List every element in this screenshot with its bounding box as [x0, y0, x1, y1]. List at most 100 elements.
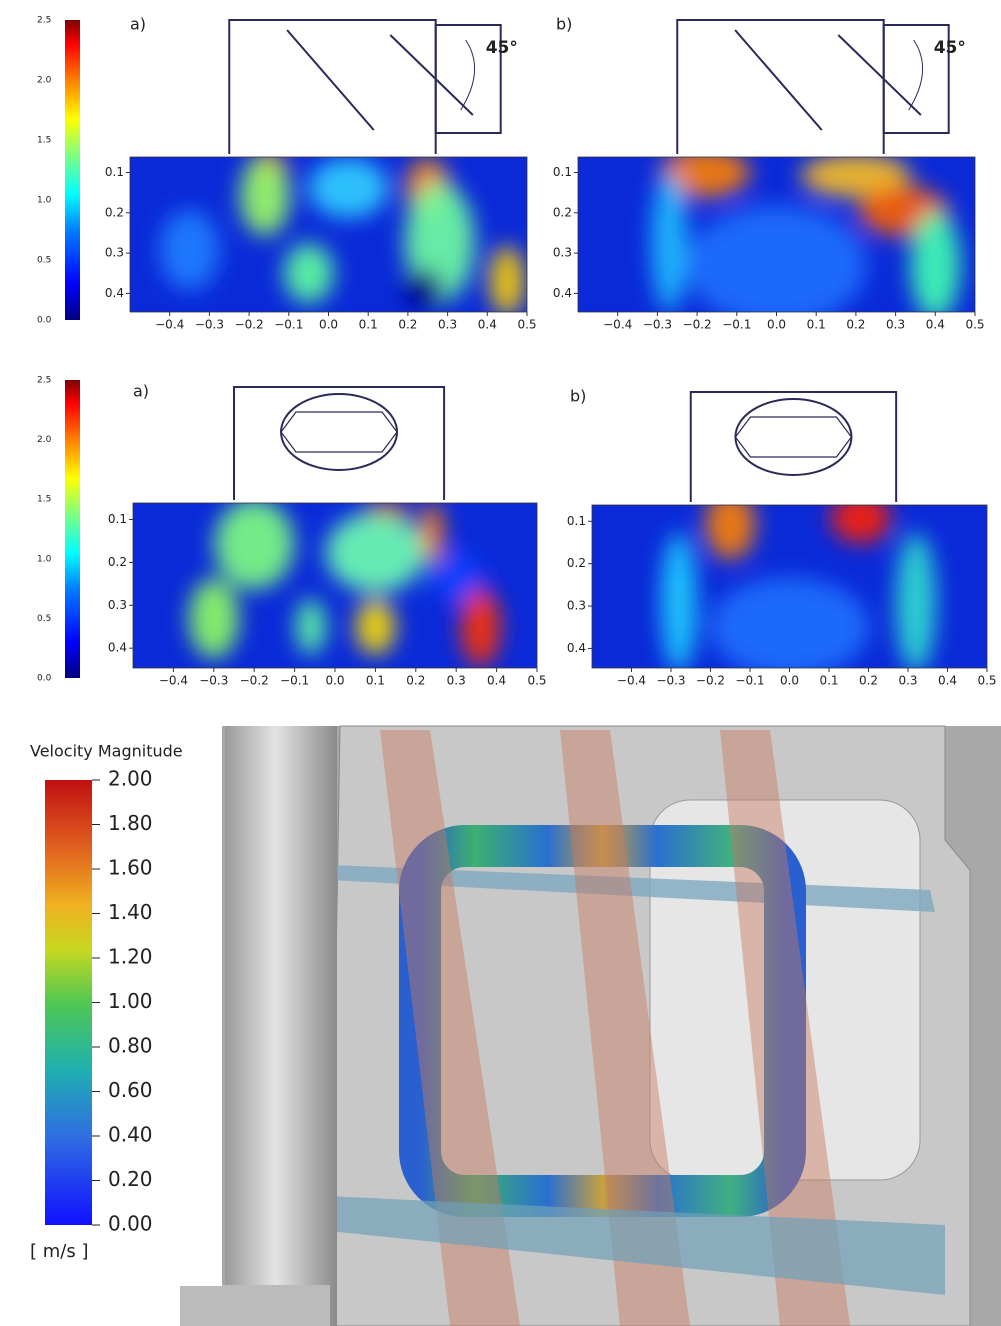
y-tick-label: 0.4: [553, 286, 572, 300]
x-tick-label: 0.4: [478, 318, 497, 332]
baffle: [390, 35, 473, 115]
x-tick-label: 0.3: [447, 674, 466, 688]
x-tick-label: 0.5: [977, 674, 996, 688]
cylinder-inner: [281, 412, 397, 452]
x-tick-label: 0.0: [780, 674, 799, 688]
colorbar-label: 1.60: [108, 856, 153, 880]
colorbar-label: 2.5: [37, 16, 51, 26]
x-tick-label: 0.1: [807, 318, 826, 332]
x-tick-label: 0.1: [359, 318, 378, 332]
x-tick-label: 0.0: [325, 674, 344, 688]
heatmap: [578, 148, 975, 326]
x-tick-label: 0.3: [438, 318, 457, 332]
x-tick-label: 0.5: [965, 318, 984, 332]
field-blob: [308, 158, 388, 218]
colorbar: [65, 20, 80, 320]
y-tick-label: 0.4: [108, 641, 127, 655]
x-tick-label: −0.1: [280, 674, 309, 688]
colorbar-label: 0.60: [108, 1078, 153, 1102]
field-blob: [296, 599, 326, 655]
y-tick-label: 0.2: [567, 556, 586, 570]
x-tick-label: 0.0: [319, 318, 338, 332]
cylinder-inner: [735, 417, 851, 457]
x-tick-label: −0.3: [195, 318, 224, 332]
y-tick-label: 0.1: [567, 514, 586, 528]
colorbar: [65, 380, 80, 678]
x-tick-label: −0.3: [199, 674, 228, 688]
field-blob: [831, 493, 891, 543]
colorbar: [45, 780, 92, 1225]
field-blob: [240, 156, 290, 236]
angle-label: 45°: [934, 38, 966, 58]
y-tick-label: 0.1: [553, 165, 572, 179]
colorbar-label: 1.0: [37, 554, 52, 564]
y-tick-label: 0.1: [108, 512, 127, 526]
baffle: [735, 30, 822, 130]
panel-label: a): [130, 15, 146, 34]
colorbar-title: Velocity Magnitude: [30, 742, 183, 761]
x-tick-label: 0.2: [859, 674, 878, 688]
field-blob: [214, 499, 294, 589]
x-tick-label: 0.5: [517, 318, 536, 332]
colorbar-label: 0.00: [108, 1212, 153, 1236]
colorbar-label: 0.0: [37, 316, 52, 326]
heatmap: [592, 490, 987, 678]
heatmap: [130, 151, 527, 316]
y-tick-label: 0.2: [105, 205, 124, 219]
baffle: [838, 35, 921, 115]
schematic: [677, 20, 948, 154]
y-tick-label: 0.1: [105, 165, 124, 179]
x-tick-label: 0.4: [487, 674, 506, 688]
x-tick-label: 0.2: [846, 318, 865, 332]
colorbar-label: 2.0: [37, 435, 52, 445]
colorbar-label: 2.5: [37, 376, 51, 386]
colorbar-label: 0.0: [37, 674, 52, 684]
y-tick-label: 0.2: [553, 205, 572, 219]
cylinder: [281, 394, 397, 470]
x-tick-label: −0.4: [159, 674, 188, 688]
y-tick-label: 0.4: [105, 286, 124, 300]
schematic: [691, 392, 896, 502]
field-blob: [489, 246, 525, 316]
x-tick-label: −0.4: [155, 318, 184, 332]
angle-arc: [909, 40, 923, 110]
x-tick-label: 0.1: [366, 674, 385, 688]
colorbar-label: 1.80: [108, 811, 153, 835]
colorbar-label: 1.40: [108, 900, 153, 924]
colorbar-label: 0.20: [108, 1167, 153, 1191]
y-tick-label: 0.3: [567, 599, 586, 613]
field-blob: [189, 579, 239, 659]
field-blob: [404, 269, 444, 309]
y-tick-label: 0.3: [105, 246, 124, 260]
colorbar-label: 1.0: [37, 196, 52, 206]
field-blob: [284, 243, 334, 303]
schematic: [229, 20, 500, 154]
cylinder: [225, 726, 337, 1326]
x-tick-label: 0.3: [886, 318, 905, 332]
x-tick-label: 0.0: [767, 318, 786, 332]
panel-label: b): [570, 387, 586, 406]
angle-label: 45°: [486, 38, 518, 58]
colorbar-label: 1.00: [108, 989, 153, 1013]
x-tick-label: −0.2: [683, 318, 712, 332]
field-blob: [325, 513, 425, 593]
field-blob: [896, 533, 936, 673]
colorbar-label: 0.80: [108, 1034, 153, 1058]
colorbar-label: 0.5: [37, 614, 51, 624]
schematic-frame: [234, 387, 444, 500]
unit-label: [ m/s ]: [30, 1241, 88, 1262]
x-tick-label: −0.3: [656, 674, 685, 688]
schematic-frame: [229, 20, 435, 154]
y-tick-label: 0.2: [108, 555, 127, 569]
field-blob: [661, 533, 697, 673]
x-tick-label: −0.2: [235, 318, 264, 332]
heatmap: [133, 499, 537, 668]
base: [180, 1285, 330, 1326]
field-blob: [687, 206, 867, 326]
y-tick-label: 0.3: [108, 598, 127, 612]
field-blob: [431, 552, 481, 602]
figure: 0.00.51.01.52.02.50.00.51.01.52.02.5a)45…: [0, 0, 1001, 1326]
x-tick-label: 0.2: [406, 674, 425, 688]
colorbar-label: 1.5: [37, 136, 51, 146]
field-blob: [651, 172, 687, 312]
